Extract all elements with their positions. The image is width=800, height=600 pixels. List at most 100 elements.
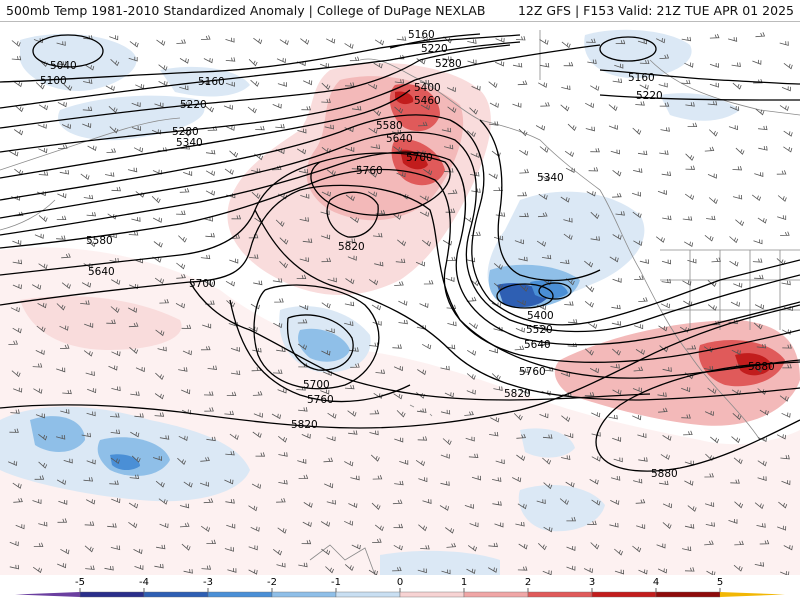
wind-barb: [63, 83, 73, 91]
wind-barb: [658, 407, 668, 413]
wind-barb: [63, 458, 73, 464]
wind-barb: [159, 435, 170, 440]
wind-barb: [539, 62, 550, 68]
wind-barb: [754, 562, 765, 567]
wind-barb: [687, 505, 697, 512]
wind-barb: [8, 340, 18, 345]
wind-barb: [657, 392, 667, 397]
wind-barb: [276, 57, 286, 64]
wind-barb: [86, 411, 96, 417]
wind-barb: [225, 280, 235, 287]
contour-label: 5100: [40, 75, 67, 87]
wind-barb: [15, 524, 25, 530]
wind-barb: [782, 344, 792, 349]
wind-barb: [205, 170, 216, 177]
wind-barb: [783, 130, 793, 137]
wind-barb: [440, 409, 451, 415]
wind-barb: [394, 79, 405, 84]
wind-barb: [131, 217, 141, 222]
wind-barb: [561, 455, 571, 461]
wind-barb: [36, 325, 46, 333]
wind-barb: [512, 102, 522, 108]
wind-barb: [320, 521, 331, 527]
wind-barb: [612, 234, 622, 240]
wind-barb: [182, 350, 192, 356]
wind-barb: [38, 461, 48, 469]
wind-barb: [255, 125, 265, 131]
wind-barb: [345, 146, 355, 152]
wind-barb: [131, 102, 141, 108]
wind-barb: [517, 80, 528, 86]
wind-barb: [35, 349, 45, 356]
wind-barb: [225, 37, 235, 43]
colorbar-segment: [399, 591, 465, 598]
wind-barb: [13, 387, 23, 393]
wind-barb: [728, 125, 738, 131]
wind-barb: [561, 85, 571, 91]
wind-barb: [783, 146, 793, 153]
wind-barb: [561, 41, 571, 49]
wind-barb: [183, 171, 193, 176]
wind-barb: [296, 274, 307, 280]
wind-barb: [392, 213, 402, 220]
colorbar-segment: [207, 591, 273, 598]
wind-barb: [757, 476, 767, 481]
wind-barb: [681, 414, 691, 419]
wind-barb: [585, 285, 595, 293]
wind-barb: [495, 61, 505, 67]
wind-barb: [84, 545, 94, 553]
wind-barb: [60, 548, 70, 555]
wind-barb: [11, 370, 21, 378]
wind-barb: [321, 548, 331, 556]
wind-barb: [80, 300, 90, 305]
wind-barb: [374, 524, 384, 532]
wind-barb: [131, 455, 141, 463]
wind-barb: [517, 566, 528, 571]
wind-barb: [585, 126, 595, 132]
wind-barb: [705, 522, 715, 527]
wind-barb: [779, 105, 789, 112]
wind-barb: [423, 279, 434, 285]
wind-barb: [518, 543, 528, 550]
wind-barb: [279, 39, 289, 46]
wind-barb: [591, 412, 601, 418]
wind-barb: [106, 319, 116, 324]
wind-barb: [394, 480, 404, 486]
wind-barb: [754, 172, 764, 177]
wind-barb: [151, 129, 162, 135]
contour-label: 5820: [291, 419, 318, 431]
wind-barb: [38, 104, 48, 111]
wind-barb: [249, 254, 259, 259]
wind-barb: [468, 453, 479, 458]
wind-barb: [159, 523, 169, 529]
colorbar-tick-label: 1: [461, 577, 467, 588]
contour-low-2: [538, 282, 572, 300]
wind-barb: [394, 106, 404, 114]
wind-barb: [110, 545, 121, 551]
wind-barb: [34, 233, 44, 239]
colorbar-tick-label: -1: [331, 577, 341, 588]
wind-barb: [776, 434, 787, 440]
wind-barb: [374, 261, 384, 267]
wind-barb: [515, 521, 525, 527]
wind-barb: [639, 84, 649, 90]
wind-barb: [12, 482, 22, 489]
wind-barb: [10, 307, 20, 313]
wind-barb: [323, 457, 334, 463]
wind-barb: [751, 194, 761, 202]
wind-barb: [351, 165, 362, 170]
wind-barb: [422, 499, 432, 504]
wind-barb: [38, 215, 48, 223]
wind-barb: [35, 413, 45, 419]
colorbar-tick-label: 3: [589, 577, 595, 588]
wind-barb: [466, 349, 477, 356]
wind-barb: [759, 409, 769, 416]
colorbar-tick-label: -5: [75, 577, 85, 588]
wind-barb: [662, 367, 672, 372]
wind-barb: [466, 568, 476, 575]
wind-barb: [489, 121, 499, 126]
wind-barb: [57, 563, 67, 569]
wind-barb: [657, 568, 668, 574]
wind-barb: [733, 457, 743, 465]
